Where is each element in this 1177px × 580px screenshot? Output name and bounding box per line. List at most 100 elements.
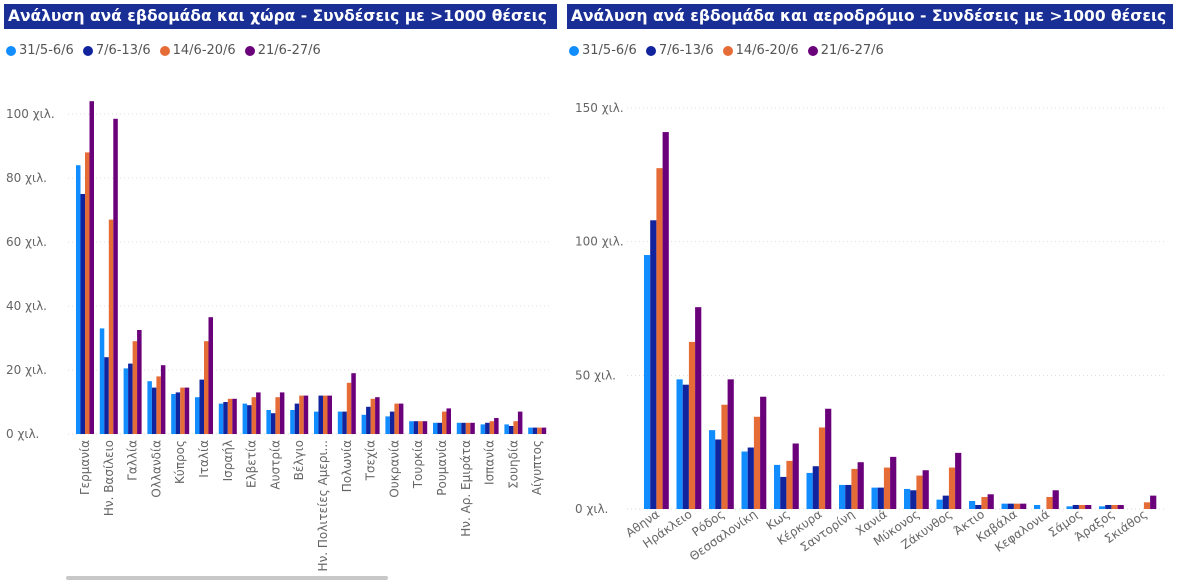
bar-κύπρος-series-1[interactable] bbox=[171, 394, 176, 434]
bar-άκτιο-series-3[interactable] bbox=[981, 496, 988, 509]
bar-μύκονος-series-3[interactable] bbox=[916, 475, 923, 509]
bar-θεσσαλονίκη-series-2[interactable] bbox=[747, 447, 754, 509]
bar-κως-series-4[interactable] bbox=[792, 443, 799, 509]
legend-item-week3[interactable]: 14/6-20/6 bbox=[722, 43, 799, 58]
bar-πολωνία-series-1[interactable] bbox=[337, 411, 343, 434]
bar-ηράκλειο-series-2[interactable] bbox=[682, 384, 689, 509]
bar-ζάκυνθος-series-3[interactable] bbox=[948, 467, 956, 509]
bar-άραξος-series-4[interactable] bbox=[1117, 504, 1124, 509]
bar-ρουμανία-series-1[interactable] bbox=[433, 422, 438, 434]
bar-άκτιο-series-4[interactable] bbox=[987, 494, 994, 509]
bar-σουηδία-series-4[interactable] bbox=[517, 411, 523, 434]
bar-σαντορίνη-series-1[interactable] bbox=[839, 484, 846, 509]
bar-γαλλία-series-1[interactable] bbox=[123, 368, 129, 434]
bar-ουκρανία-series-1[interactable] bbox=[385, 416, 390, 434]
bar-μύκονος-series-2[interactable] bbox=[910, 490, 917, 509]
bar-ισραήλ-series-2[interactable] bbox=[223, 402, 228, 434]
bar-καβάλα-series-1[interactable] bbox=[1001, 503, 1008, 509]
bar-γαλλία-series-4[interactable] bbox=[137, 330, 142, 434]
bar-ην-πολιτείες-αμερι-series-2[interactable] bbox=[318, 395, 324, 434]
bar-ην-αρ-εμιράτα-series-1[interactable] bbox=[456, 422, 462, 434]
bar-ιταλία-series-2[interactable] bbox=[199, 379, 205, 434]
bar-ρόδος-series-1[interactable] bbox=[709, 430, 716, 509]
bar-κεφαλονιά-series-3[interactable] bbox=[1046, 496, 1053, 509]
bar-τουρκία-series-1[interactable] bbox=[409, 421, 414, 434]
bar-ρόδος-series-2[interactable] bbox=[715, 439, 722, 509]
bar-ισραήλ-series-1[interactable] bbox=[218, 403, 224, 434]
bar-ην-αρ-εμιράτα-series-3[interactable] bbox=[465, 422, 471, 434]
bar-τουρκία-series-3[interactable] bbox=[418, 421, 423, 434]
bar-πολωνία-series-3[interactable] bbox=[346, 382, 352, 434]
bar-άραξος-series-3[interactable] bbox=[1111, 504, 1118, 509]
bar-μύκονος-series-4[interactable] bbox=[922, 470, 929, 509]
country-bar-chart[interactable]: 0 χιλ. 20 χιλ. 40 χιλ. 60 χιλ. 80 χιλ. 100 χι… bbox=[4, 64, 557, 574]
legend-item-week2[interactable]: 7/6-13/6 bbox=[645, 43, 714, 58]
bar-άραξος-series-1[interactable] bbox=[1099, 506, 1106, 509]
bar-καβάλα-series-2[interactable] bbox=[1007, 503, 1014, 509]
bar-αίγυπτος-series-2[interactable] bbox=[532, 427, 538, 434]
bar-σουηδία-series-1[interactable] bbox=[504, 424, 509, 434]
bar-χανιά-series-2[interactable] bbox=[877, 487, 884, 509]
bar-ην-βασίλειο-series-4[interactable] bbox=[113, 118, 118, 435]
bar-ιταλία-series-4[interactable] bbox=[208, 317, 214, 434]
bar-θεσσαλονίκη-series-1[interactable] bbox=[741, 451, 748, 509]
bar-κέρκυρα-series-2[interactable] bbox=[812, 466, 819, 509]
bar-άραξος-series-2[interactable] bbox=[1105, 504, 1112, 509]
bar-αθηνα-series-1[interactable] bbox=[644, 255, 651, 509]
bar-κύπρος-series-2[interactable] bbox=[175, 392, 181, 434]
bar-ισπανία-series-4[interactable] bbox=[494, 418, 499, 434]
bar-ην-πολιτείες-αμερι-series-1[interactable] bbox=[314, 411, 319, 434]
bar-ρουμανία-series-2[interactable] bbox=[437, 422, 443, 434]
bar-ηράκλειο-series-4[interactable] bbox=[695, 307, 702, 509]
bar-κως-series-3[interactable] bbox=[786, 460, 793, 509]
bar-αυστρία-series-1[interactable] bbox=[266, 410, 271, 434]
airport-bar-chart[interactable]: 0 χιλ.50 χιλ.100 χιλ.150 χιλ.ΑθηναΗράκλε… bbox=[567, 64, 1173, 574]
legend-item-week2[interactable]: 7/6-13/6 bbox=[82, 43, 151, 58]
bar-ηράκλειο-series-1[interactable] bbox=[676, 379, 683, 509]
bar-κως-series-1[interactable] bbox=[774, 464, 781, 509]
bar-πολωνία-series-4[interactable] bbox=[351, 373, 356, 434]
bar-ην-βασίλειο-series-3[interactable] bbox=[108, 219, 114, 434]
legend-item-week1[interactable]: 31/5-6/6 bbox=[569, 43, 637, 58]
bar-κεφαλονιά-series-4[interactable] bbox=[1052, 490, 1059, 509]
legend-item-week1[interactable]: 31/5-6/6 bbox=[6, 43, 74, 58]
bar-ιταλία-series-1[interactable] bbox=[195, 397, 200, 434]
bar-αθηνα-series-3[interactable] bbox=[656, 168, 663, 509]
bar-γαλλία-series-2[interactable] bbox=[128, 363, 133, 434]
bar-ζάκυνθος-series-2[interactable] bbox=[942, 495, 949, 509]
bar-κύπρος-series-3[interactable] bbox=[180, 387, 185, 434]
bar-μύκονος-series-1[interactable] bbox=[904, 488, 911, 509]
bar-σάμος-series-4[interactable] bbox=[1085, 504, 1092, 509]
bar-γερμανία-series-2[interactable] bbox=[80, 194, 86, 434]
bar-σουηδία-series-3[interactable] bbox=[513, 421, 518, 434]
bar-γαλλία-series-3[interactable] bbox=[132, 341, 138, 434]
bar-τσεχία-series-2[interactable] bbox=[366, 406, 371, 434]
bar-τουρκία-series-4[interactable] bbox=[422, 421, 428, 434]
bar-κύπρος-series-4[interactable] bbox=[184, 387, 190, 434]
bar-κως-series-2[interactable] bbox=[780, 476, 787, 509]
bar-θεσσαλονίκη-series-3[interactable] bbox=[753, 416, 761, 509]
bar-ζάκυνθος-series-4[interactable] bbox=[955, 452, 962, 509]
bar-ουκρανία-series-3[interactable] bbox=[394, 403, 399, 434]
bar-ην-πολιτείες-αμερι-series-4[interactable] bbox=[327, 395, 333, 434]
bar-ην-βασίλειο-series-1[interactable] bbox=[99, 328, 105, 434]
bar-ολλανδία-series-1[interactable] bbox=[147, 381, 152, 434]
bar-κέρκυρα-series-4[interactable] bbox=[825, 408, 832, 509]
bar-καβάλα-series-3[interactable] bbox=[1013, 503, 1021, 509]
bar-σάμος-series-1[interactable] bbox=[1066, 506, 1073, 509]
bar-αίγυπτος-series-4[interactable] bbox=[541, 427, 547, 434]
bar-ρουμανία-series-3[interactable] bbox=[442, 411, 447, 434]
bar-χανιά-series-3[interactable] bbox=[883, 467, 891, 509]
bar-ελβετία-series-1[interactable] bbox=[242, 403, 248, 434]
bar-αίγυπτος-series-1[interactable] bbox=[528, 427, 533, 434]
bar-ολλανδία-series-4[interactable] bbox=[160, 365, 166, 434]
bar-αυστρία-series-3[interactable] bbox=[275, 397, 280, 434]
bar-ην-βασίλειο-series-2[interactable] bbox=[104, 357, 109, 434]
bar-χανιά-series-1[interactable] bbox=[871, 487, 878, 509]
bar-σκιάθος-series-3[interactable] bbox=[1143, 502, 1151, 509]
bar-ισραήλ-series-3[interactable] bbox=[227, 398, 233, 434]
bar-σάμος-series-3[interactable] bbox=[1078, 504, 1086, 509]
bar-σαντορίνη-series-3[interactable] bbox=[851, 468, 858, 509]
bar-πολωνία-series-2[interactable] bbox=[342, 411, 347, 434]
bar-τσεχία-series-1[interactable] bbox=[361, 414, 367, 434]
